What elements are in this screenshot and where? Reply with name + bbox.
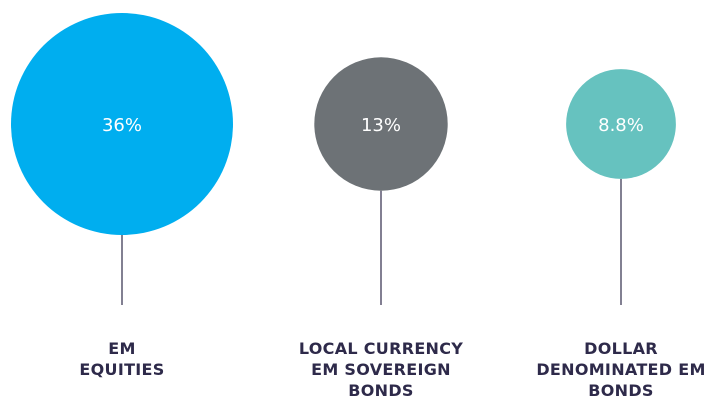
category-label: DOLLAR DENOMINATED EM BONDS [536,339,706,400]
value-label: 8.8% [598,115,644,136]
value-label: 13% [361,115,401,136]
value-label: 36% [102,115,142,136]
bubble [11,13,233,235]
category-label: EM EQUITIES [79,339,165,379]
category-label: LOCAL CURRENCY EM SOVEREIGN BONDS [298,339,464,400]
bubble [566,69,676,179]
bubble [314,57,448,191]
